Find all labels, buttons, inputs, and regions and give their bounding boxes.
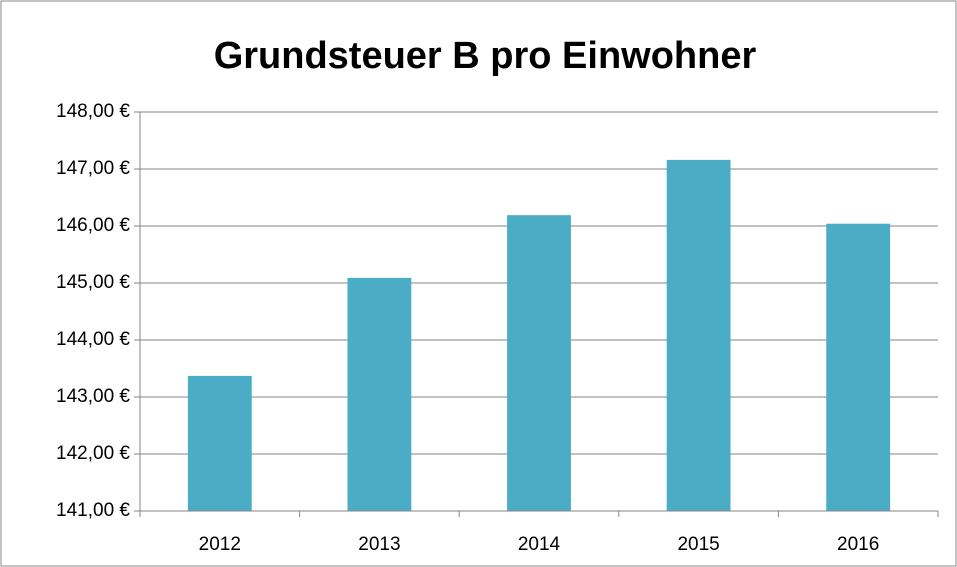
- bar: [187, 375, 252, 511]
- y-tick-label: 145,00 €: [56, 272, 130, 293]
- y-tick-label: 148,00 €: [56, 101, 130, 122]
- y-tick-label: 146,00 €: [56, 215, 130, 236]
- y-tick-label: 142,00 €: [56, 443, 130, 464]
- x-tick-label: 2014: [518, 534, 561, 555]
- x-tick-label: 2012: [199, 534, 241, 555]
- bar: [826, 223, 891, 511]
- x-tick-label: 2015: [677, 534, 719, 555]
- bar: [347, 277, 412, 511]
- y-tick-label: 144,00 €: [56, 329, 130, 350]
- bar: [666, 159, 731, 511]
- x-tick-label: 2013: [358, 534, 400, 555]
- bar: [507, 215, 571, 512]
- y-tick-label: 143,00 €: [56, 386, 130, 407]
- chart-title: Grundsteuer B pro Einwohner: [214, 35, 757, 77]
- y-tick-label: 147,00 €: [56, 158, 130, 179]
- x-tick-label: 2016: [837, 534, 879, 555]
- y-tick-label: 141,00 €: [56, 500, 130, 521]
